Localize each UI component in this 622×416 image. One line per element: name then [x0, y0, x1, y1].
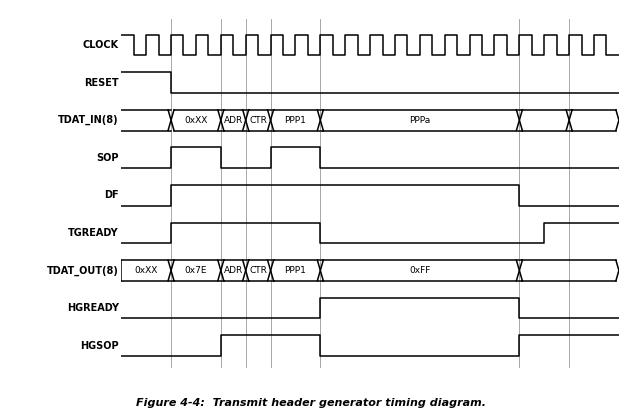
- Text: HGSOP: HGSOP: [80, 341, 119, 351]
- Text: CTR: CTR: [249, 266, 267, 275]
- Text: 0xXX: 0xXX: [184, 116, 208, 125]
- Text: RESET: RESET: [85, 78, 119, 88]
- Text: PPP1: PPP1: [284, 266, 307, 275]
- Text: 0x7E: 0x7E: [185, 266, 207, 275]
- Text: PPPa: PPPa: [409, 116, 430, 125]
- Text: HGREADY: HGREADY: [67, 303, 119, 313]
- Text: SOP: SOP: [96, 153, 119, 163]
- Text: CLOCK: CLOCK: [83, 40, 119, 50]
- Text: TDAT_IN(8): TDAT_IN(8): [58, 115, 119, 125]
- Text: ADR: ADR: [224, 266, 243, 275]
- Text: DF: DF: [104, 190, 119, 201]
- Text: TGREADY: TGREADY: [68, 228, 119, 238]
- Text: TDAT_OUT(8): TDAT_OUT(8): [47, 265, 119, 275]
- Text: Figure 4-4:  Transmit header generator timing diagram.: Figure 4-4: Transmit header generator ti…: [136, 398, 486, 408]
- Text: 0xFF: 0xFF: [409, 266, 430, 275]
- Text: ADR: ADR: [224, 116, 243, 125]
- Text: 0xXX: 0xXX: [134, 266, 158, 275]
- Text: CTR: CTR: [249, 116, 267, 125]
- Text: PPP1: PPP1: [284, 116, 307, 125]
